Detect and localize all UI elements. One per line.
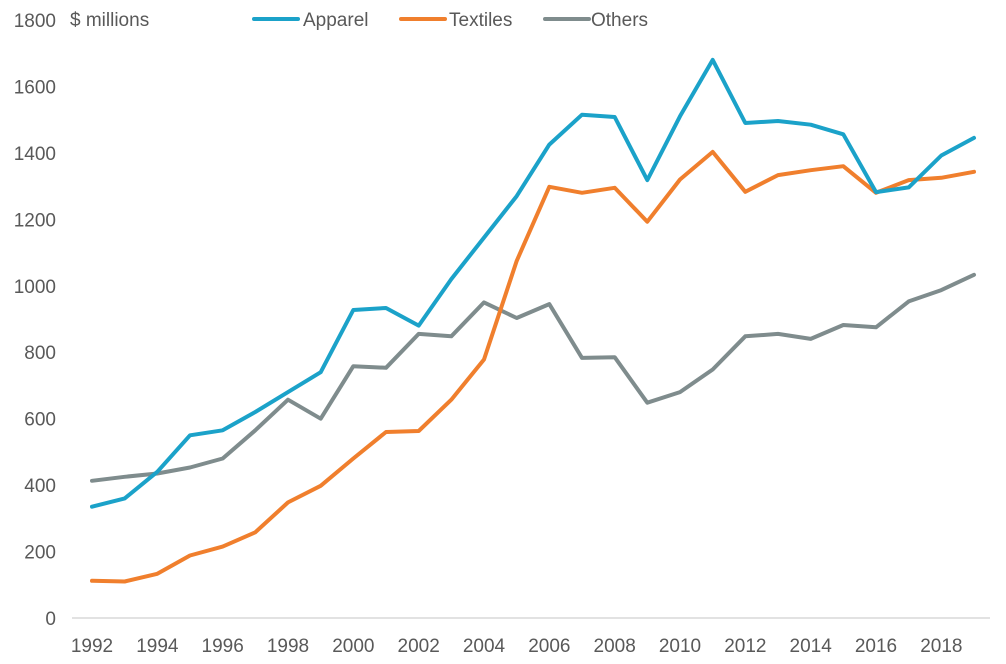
y-tick-label: 1600 <box>14 77 56 98</box>
x-tick-label: 2004 <box>463 636 506 657</box>
x-tick-label: 2018 <box>920 636 962 657</box>
y-tick-label: 0 <box>45 609 56 630</box>
legend-label: Apparel <box>303 10 369 31</box>
unit-label: $ millions <box>70 10 149 31</box>
y-tick-label: 800 <box>24 343 56 364</box>
y-tick-label: 1800 <box>14 11 56 32</box>
y-tick-label: 1200 <box>14 210 56 231</box>
y-axis-tick-labels: 0 200 400 600 800 1000 1200 1400 1600 1800 <box>14 11 56 630</box>
series-line-others <box>90 272 976 483</box>
x-tick-label: 2014 <box>790 636 833 657</box>
legend-item-textiles: Textiles <box>399 10 512 31</box>
x-tick-label: 2006 <box>528 636 570 657</box>
legend-item-apparel: Apparel <box>252 10 369 31</box>
x-tick-label: 2012 <box>724 636 766 657</box>
x-axis-tick-labels: 1992 1994 1996 1998 2000 2002 2004 2006 2008 2010… <box>71 636 963 657</box>
x-tick-label: 2016 <box>855 636 897 657</box>
x-tick-label: 1996 <box>202 636 244 657</box>
legend-label: Others <box>591 10 648 31</box>
x-tick-label: 2008 <box>594 636 636 657</box>
x-tick-label: 1992 <box>71 636 113 657</box>
y-tick-label: 600 <box>24 410 56 431</box>
series-line-apparel <box>90 57 976 509</box>
y-tick-label: 1000 <box>14 277 56 298</box>
y-tick-label: 400 <box>24 476 56 497</box>
x-tick-label: 2002 <box>398 636 440 657</box>
series-line-textiles <box>90 149 976 584</box>
x-tick-label: 1994 <box>136 636 179 657</box>
legend: Apparel Textiles Others <box>252 10 648 31</box>
legend-item-others: Others <box>543 10 648 31</box>
x-tick-label: 2010 <box>659 636 701 657</box>
y-tick-label: 200 <box>24 543 56 564</box>
y-tick-label: 1400 <box>14 144 56 165</box>
legend-label: Textiles <box>449 10 512 31</box>
x-tick-label: 1998 <box>267 636 309 657</box>
x-tick-label: 2000 <box>332 636 374 657</box>
series-layer <box>90 57 976 584</box>
